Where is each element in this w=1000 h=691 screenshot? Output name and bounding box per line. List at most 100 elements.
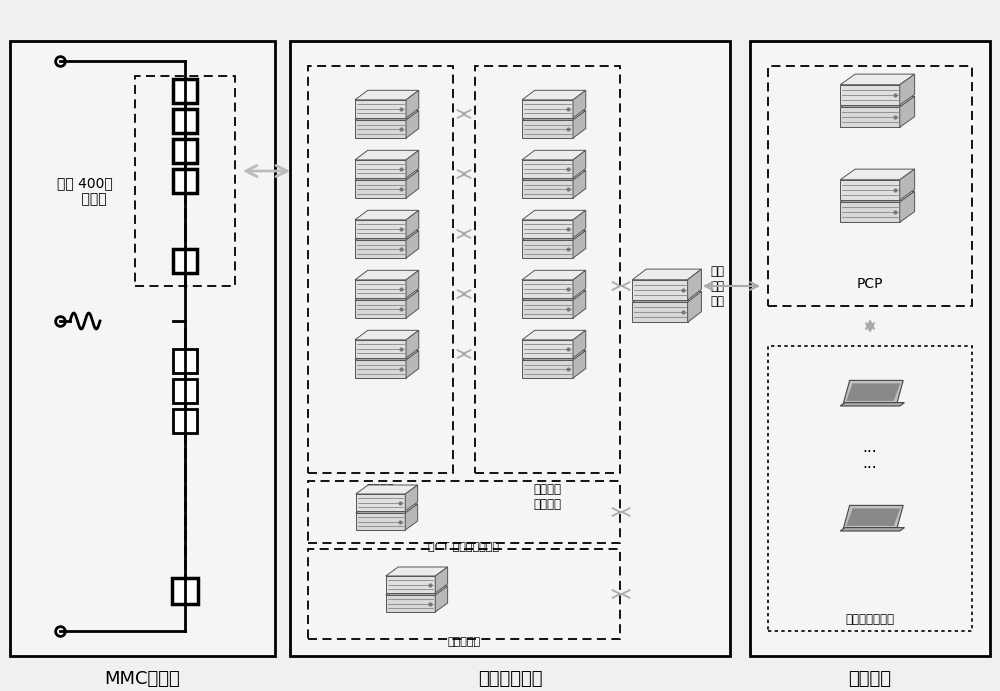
Bar <box>173 139 197 163</box>
Polygon shape <box>522 100 573 118</box>
Polygon shape <box>522 330 586 340</box>
Polygon shape <box>406 151 419 178</box>
Bar <box>173 379 197 403</box>
Bar <box>768 346 972 631</box>
Polygon shape <box>435 586 448 612</box>
Polygon shape <box>840 202 900 223</box>
Bar <box>308 66 453 473</box>
Polygon shape <box>405 504 418 530</box>
Bar <box>173 349 197 373</box>
Polygon shape <box>355 111 419 120</box>
Polygon shape <box>840 180 900 200</box>
Polygon shape <box>406 171 419 198</box>
Polygon shape <box>522 290 586 300</box>
Polygon shape <box>846 509 900 526</box>
Polygon shape <box>573 171 586 198</box>
Polygon shape <box>406 290 419 318</box>
Polygon shape <box>522 230 586 240</box>
Polygon shape <box>386 567 448 576</box>
Polygon shape <box>900 191 915 223</box>
Text: 运行人员工作站: 运行人员工作站 <box>846 613 895 626</box>
Polygon shape <box>573 210 586 238</box>
Bar <box>768 66 972 306</box>
Polygon shape <box>356 485 418 494</box>
Bar <box>308 481 620 543</box>
Polygon shape <box>840 74 915 85</box>
Polygon shape <box>355 290 419 300</box>
Polygon shape <box>386 586 448 595</box>
Polygon shape <box>355 360 406 378</box>
Polygon shape <box>522 91 586 100</box>
Polygon shape <box>688 292 701 322</box>
Polygon shape <box>355 220 406 238</box>
Polygon shape <box>355 230 419 240</box>
Polygon shape <box>406 230 419 258</box>
Text: 桥臂分段
控制单元: 桥臂分段 控制单元 <box>366 483 394 511</box>
Polygon shape <box>406 270 419 298</box>
Bar <box>10 41 275 656</box>
Bar <box>173 109 197 133</box>
Polygon shape <box>522 350 586 360</box>
Polygon shape <box>522 151 586 160</box>
Text: ...: ... <box>863 455 877 471</box>
Polygon shape <box>522 340 573 358</box>
Polygon shape <box>573 151 586 178</box>
Polygon shape <box>522 210 586 220</box>
Polygon shape <box>355 180 406 198</box>
Polygon shape <box>355 120 406 138</box>
Polygon shape <box>843 505 903 529</box>
Bar <box>135 76 235 286</box>
Polygon shape <box>840 191 915 202</box>
Text: 桥臂 400个
    子模块: 桥臂 400个 子模块 <box>57 176 113 206</box>
Text: 桥臂汇总
控制单元: 桥臂汇总 控制单元 <box>534 483 562 511</box>
Polygon shape <box>355 160 406 178</box>
Polygon shape <box>355 100 406 118</box>
Polygon shape <box>355 300 406 318</box>
Polygon shape <box>522 220 573 238</box>
Polygon shape <box>843 380 903 404</box>
Bar <box>173 79 197 103</box>
Text: ...: ... <box>863 440 877 455</box>
Polygon shape <box>900 169 915 200</box>
Text: 光CT 合并及接口单元: 光CT 合并及接口单元 <box>428 541 500 551</box>
Polygon shape <box>573 111 586 138</box>
Polygon shape <box>688 269 701 300</box>
Polygon shape <box>522 180 573 198</box>
Polygon shape <box>386 595 435 612</box>
Bar <box>750 41 990 656</box>
Bar <box>308 549 620 639</box>
Text: PCP: PCP <box>857 277 883 291</box>
Text: MMC换流阀: MMC换流阀 <box>105 670 180 688</box>
Polygon shape <box>632 280 688 300</box>
Bar <box>475 66 620 473</box>
Polygon shape <box>355 171 419 180</box>
Polygon shape <box>632 292 701 302</box>
Polygon shape <box>840 107 900 127</box>
Polygon shape <box>573 290 586 318</box>
Polygon shape <box>522 111 586 120</box>
Polygon shape <box>522 240 573 258</box>
Polygon shape <box>573 270 586 298</box>
Polygon shape <box>522 160 573 178</box>
Polygon shape <box>355 280 406 298</box>
Polygon shape <box>435 567 448 593</box>
Polygon shape <box>406 91 419 118</box>
Polygon shape <box>522 280 573 298</box>
Bar <box>173 169 197 193</box>
Polygon shape <box>632 269 701 280</box>
Polygon shape <box>900 96 915 127</box>
Polygon shape <box>405 485 418 511</box>
Polygon shape <box>355 350 419 360</box>
Bar <box>173 249 197 273</box>
Bar <box>173 409 197 433</box>
Polygon shape <box>840 169 915 180</box>
Polygon shape <box>386 576 435 593</box>
Text: 环流
控制
单元: 环流 控制 单元 <box>710 265 724 307</box>
Polygon shape <box>632 302 688 322</box>
Polygon shape <box>840 96 915 107</box>
Bar <box>290 41 730 656</box>
Polygon shape <box>840 85 900 105</box>
Polygon shape <box>355 151 419 160</box>
Polygon shape <box>846 384 900 401</box>
Polygon shape <box>356 504 418 513</box>
